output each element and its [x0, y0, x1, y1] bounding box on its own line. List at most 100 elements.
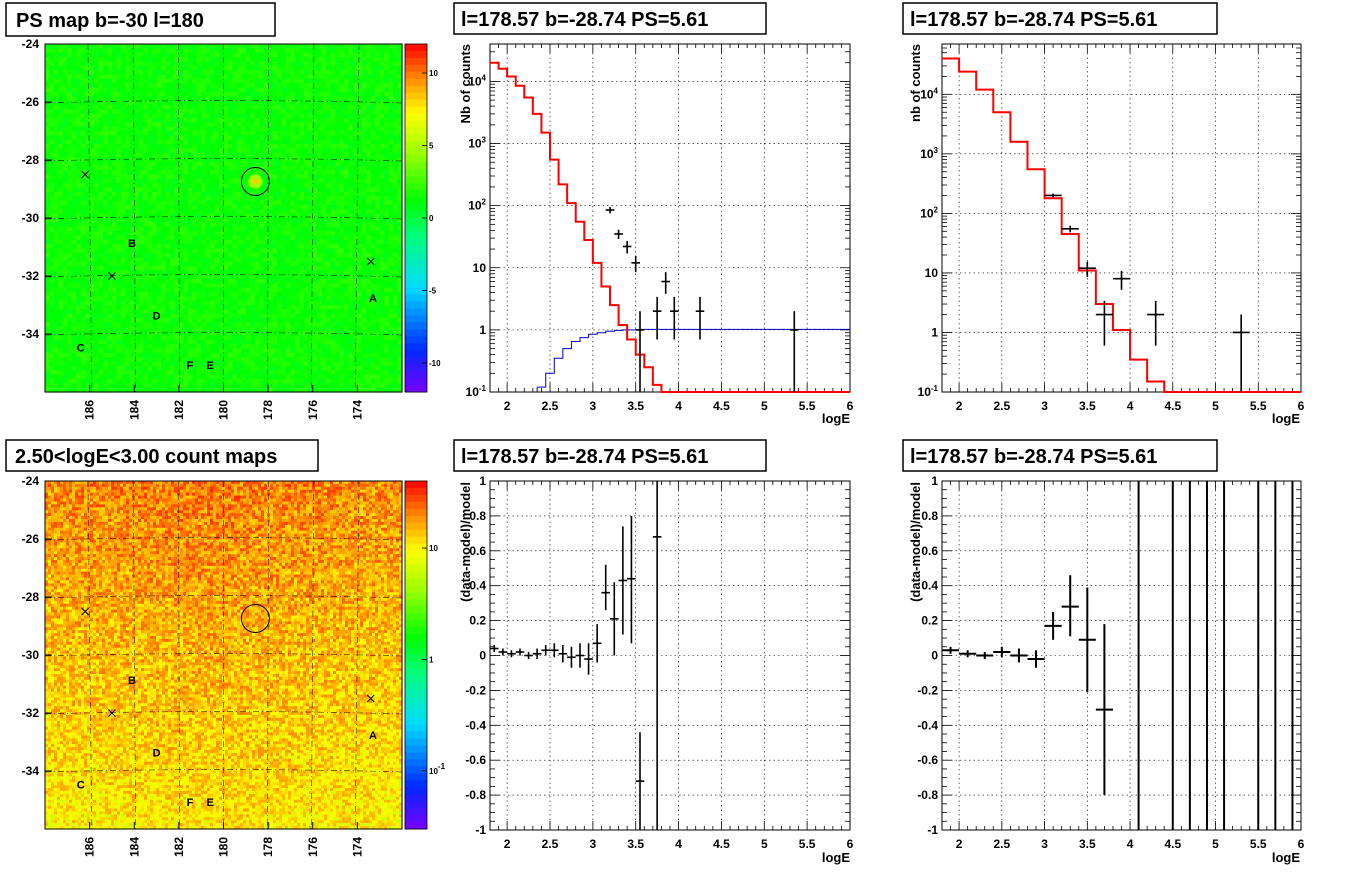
map1-pixel — [121, 209, 126, 214]
map1-pixel — [371, 266, 376, 271]
map1-pixel — [49, 114, 54, 119]
map1-pixel — [76, 314, 81, 319]
map1-pixel — [116, 122, 121, 127]
map1-pixel — [54, 214, 59, 219]
map1-pixel — [49, 314, 54, 319]
map1-pixel — [277, 114, 282, 119]
map1-pixel — [179, 262, 184, 267]
map1-pixel — [54, 240, 59, 245]
map1-pixel — [206, 305, 211, 310]
map1-pixel — [335, 131, 340, 136]
map1-pixel — [241, 61, 246, 66]
map1-pixel — [197, 127, 202, 132]
map1-pixel — [139, 292, 144, 297]
map1-pixel — [165, 257, 170, 262]
map1-pixel — [112, 140, 117, 145]
map1-pixel — [357, 248, 362, 253]
map1-pixel — [179, 248, 184, 253]
map1-pixel — [201, 205, 206, 210]
map1-pixel — [63, 244, 68, 249]
map1-pixel — [241, 262, 246, 267]
map1-pixel — [152, 88, 157, 93]
map1-pixel — [103, 314, 108, 319]
map1-pixel — [371, 70, 376, 75]
map1-pixel — [259, 57, 264, 62]
map1-pixel — [210, 105, 215, 110]
map1-pixel — [125, 283, 130, 288]
map1-pixel — [340, 109, 345, 114]
map1-pixel — [384, 209, 389, 214]
map1-pixel — [116, 109, 121, 114]
map1-pixel — [99, 48, 104, 53]
map1-pixel — [340, 175, 345, 180]
map1-pixel — [99, 205, 104, 210]
map1-pixel — [99, 227, 104, 232]
map1-pixel — [179, 235, 184, 240]
map1-pixel — [85, 118, 90, 123]
map1-pixel — [143, 227, 148, 232]
map1-pixel — [116, 301, 121, 306]
map1-pixel — [286, 148, 291, 153]
map1-pixel — [273, 105, 278, 110]
map1-pixel — [81, 314, 86, 319]
map1-pixel — [250, 222, 255, 227]
map1-pixel — [192, 222, 197, 227]
map1-pixel — [237, 305, 242, 310]
map1-pixel — [232, 148, 237, 153]
map1-pixel — [99, 283, 104, 288]
map1-pixel — [375, 144, 380, 149]
map1-pixel — [232, 222, 237, 227]
map1-pixel — [125, 175, 130, 180]
map1-pixel — [264, 109, 269, 114]
map1-pixel — [264, 88, 269, 93]
map1-pixel — [183, 296, 188, 301]
map1-pixel — [375, 192, 380, 197]
map1-pixel — [134, 61, 139, 66]
map1-pixel — [192, 296, 197, 301]
map1-pixel — [116, 57, 121, 62]
map1-pixel — [85, 57, 90, 62]
map1-pixel — [273, 214, 278, 219]
map1-pixel — [259, 144, 264, 149]
map1-pixel — [348, 192, 353, 197]
map1-pixel — [58, 292, 63, 297]
map1-pixel — [99, 288, 104, 293]
map1-pixel — [183, 44, 188, 49]
map1-pixel — [348, 92, 353, 97]
map1-pixel — [197, 227, 202, 232]
map1-pixel — [335, 188, 340, 193]
map1-pixel — [335, 92, 340, 97]
map1-pixel — [304, 114, 309, 119]
map1-pixel — [282, 205, 287, 210]
map1-pixel — [81, 179, 86, 184]
map1-pixel — [161, 118, 166, 123]
map1-pixel — [107, 227, 112, 232]
map1-pixel — [362, 248, 367, 253]
map1-pixel — [322, 305, 327, 310]
map1-pixel — [322, 201, 327, 206]
map1-pixel — [371, 253, 376, 258]
map1-pixel — [49, 53, 54, 58]
map1-pixel — [335, 244, 340, 249]
map1-pixel — [273, 153, 278, 158]
map1-pixel — [322, 296, 327, 301]
map1-pixel — [264, 79, 269, 84]
map1-pixel — [295, 309, 300, 314]
map1-pixel — [250, 122, 255, 127]
map1-pixel — [331, 114, 336, 119]
map1-pixel — [94, 283, 99, 288]
map1-pixel — [286, 266, 291, 271]
map1-pixel — [125, 53, 130, 58]
map1-pixel — [67, 214, 72, 219]
map1-pixel — [157, 122, 162, 127]
map1-pixel — [188, 53, 193, 58]
map1-pixel — [179, 74, 184, 79]
map1-pixel — [282, 292, 287, 297]
map1-pixel — [103, 70, 108, 75]
map1-pixel — [192, 88, 197, 93]
map1-pixel — [299, 183, 304, 188]
map1-pixel — [54, 288, 59, 293]
map1-pixel — [380, 101, 385, 106]
map1-pixel — [165, 244, 170, 249]
map1-pixel — [201, 301, 206, 306]
